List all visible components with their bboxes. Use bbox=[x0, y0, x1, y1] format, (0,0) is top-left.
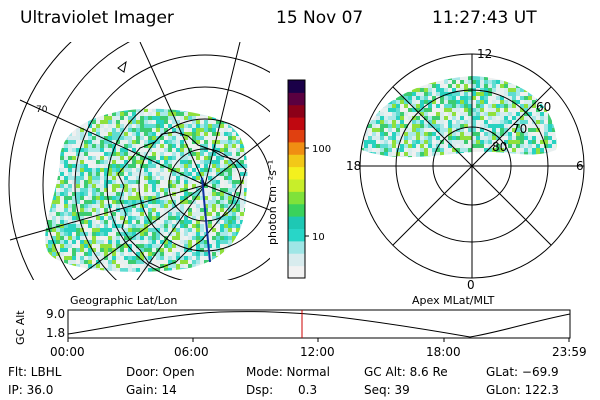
colorbar-swatch bbox=[288, 265, 305, 279]
mode-readout: Mode: Normal bbox=[246, 365, 330, 379]
colorbar-swatch bbox=[288, 240, 305, 254]
glon-readout: GLon: 122.3 bbox=[486, 383, 559, 397]
gain-readout: Gain: 14 bbox=[126, 383, 177, 397]
colorbar: 100 10 photon cm⁻²s⁻¹ bbox=[266, 79, 331, 279]
colorbar-unit-label: photon cm⁻²s⁻¹ bbox=[266, 160, 279, 245]
geo-lat-label: 70 bbox=[36, 105, 48, 115]
colorbar-swatch bbox=[288, 104, 305, 118]
alt-axis-label: GC Alt bbox=[14, 310, 27, 345]
altitude-plot: 9.0 1.8 GC Alt 00:00 06:00 12:00 18:00 2… bbox=[14, 307, 587, 359]
time-label: 11:27:43 UT bbox=[432, 8, 537, 28]
colorbar-swatch bbox=[288, 203, 305, 217]
seq-readout: Seq: 39 bbox=[364, 383, 410, 397]
mlat-60-label: 60 bbox=[536, 100, 551, 114]
dsp-value: 0.3 bbox=[298, 383, 318, 397]
colorbar-swatch bbox=[288, 166, 305, 180]
mlt-0-label: 0 bbox=[467, 278, 475, 292]
xtick-0000: 00:00 bbox=[50, 345, 85, 359]
geo-grid bbox=[8, 42, 270, 280]
instrument-title: Ultraviolet Imager bbox=[20, 8, 174, 28]
aurora-emission-left bbox=[45, 108, 248, 272]
colorbar-swatch bbox=[288, 191, 305, 205]
filter-readout: Flt: LBHL bbox=[8, 365, 62, 379]
cbar-tick-10: 10 bbox=[312, 232, 325, 243]
colorbar-swatch bbox=[288, 117, 305, 130]
mlat-80-label: 80 bbox=[492, 140, 507, 154]
polar-panel: 12 18 6 0 60 70 80 bbox=[346, 47, 585, 292]
colorbar-swatch bbox=[288, 216, 305, 229]
ip-readout: IP: 36.0 bbox=[8, 383, 54, 397]
colorbar-swatch bbox=[288, 141, 305, 155]
gc-alt-readout: GC Alt: 8.6 Re bbox=[364, 365, 448, 379]
xtick-1200: 12:00 bbox=[300, 345, 335, 359]
altitude-curve bbox=[67, 311, 571, 338]
colorbar-swatch bbox=[288, 228, 305, 242]
colorbar-swatch bbox=[288, 80, 305, 93]
dsp-label: Dsp: bbox=[246, 383, 274, 397]
continent-outline bbox=[117, 131, 247, 269]
noon-meridian-line bbox=[201, 177, 211, 263]
mlt-12-label: 12 bbox=[477, 47, 492, 61]
colorbar-gradient bbox=[288, 80, 305, 279]
glat-readout: GLat: −69.9 bbox=[486, 365, 559, 379]
xtick-2359: 23:59 bbox=[552, 345, 587, 359]
polar-caption: Apex MLat/MLT bbox=[412, 294, 495, 307]
colorbar-swatch bbox=[288, 253, 305, 267]
polar-grid bbox=[359, 53, 585, 279]
lat-70-label: 70 bbox=[36, 105, 48, 115]
xtick-0600: 06:00 bbox=[174, 345, 209, 359]
alt-tick-1-8: 1.8 bbox=[46, 326, 65, 340]
mlat-70-label: 70 bbox=[512, 122, 527, 136]
colorbar-swatch bbox=[288, 92, 305, 106]
date-label: 15 Nov 07 bbox=[276, 8, 364, 28]
colorbar-swatch bbox=[288, 129, 305, 143]
door-readout: Door: Open bbox=[126, 365, 195, 379]
mlt-6-label: 6 bbox=[576, 159, 584, 173]
xtick-1800: 18:00 bbox=[426, 345, 461, 359]
colorbar-swatch bbox=[288, 154, 305, 168]
mlt-18-label: 18 bbox=[346, 159, 361, 173]
colorbar-swatch bbox=[288, 179, 305, 192]
cbar-tick-100: 100 bbox=[312, 144, 331, 155]
geographic-caption: Geographic Lat/Lon bbox=[70, 294, 177, 307]
alt-tick-9: 9.0 bbox=[46, 307, 65, 321]
